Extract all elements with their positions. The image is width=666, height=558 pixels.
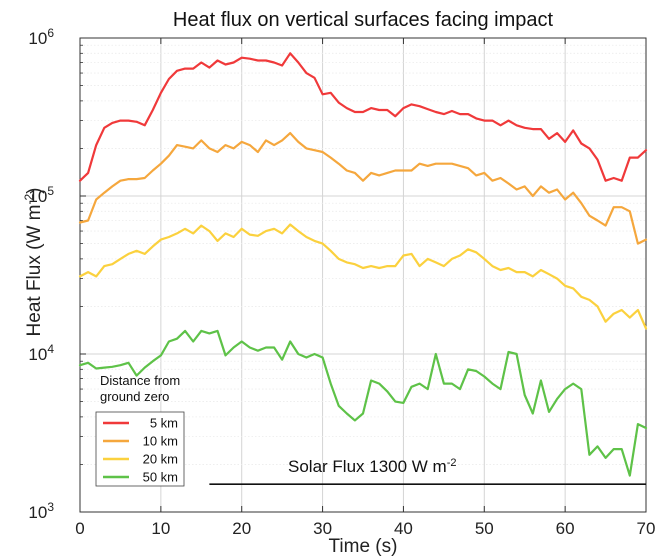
- y-axis-label: Heat Flux (W m-2): [22, 188, 45, 337]
- x-tick-label: 50: [475, 519, 494, 538]
- x-tick-label: 10: [151, 519, 170, 538]
- x-axis-label: Time (s): [329, 536, 398, 557]
- legend: 5 km 10 km 20 km 50 km: [95, 411, 185, 487]
- legend-title-line1: Distance from: [100, 373, 180, 388]
- grid: [80, 38, 646, 512]
- legend-title-line2: ground zero: [100, 389, 169, 404]
- solar-flux-sup: -2: [447, 457, 457, 469]
- x-tick-label: 30: [313, 519, 332, 538]
- y-axis-label-main: Heat Flux (W m: [24, 205, 45, 337]
- y-tick-label: 105: [28, 184, 54, 206]
- plot-frame: [79, 37, 647, 513]
- series-line-5-km: [78, 52, 648, 182]
- solar-flux-text: Solar Flux 1300 W m: [288, 457, 447, 476]
- chart-title: Heat flux on vertical surfaces facing im…: [173, 9, 554, 31]
- series-line-20-km: [78, 223, 648, 330]
- solar-flux-annotation: Solar Flux 1300 W m-2: [288, 457, 457, 476]
- x-tick-label: 0: [75, 519, 84, 538]
- y-axis-label-sup: -2: [22, 194, 36, 205]
- series-line-10-km: [78, 132, 648, 245]
- x-tick-label: 40: [394, 519, 413, 538]
- series-group: [78, 52, 648, 477]
- x-tick-label: 20: [232, 519, 251, 538]
- legend-label: 20 km: [143, 452, 178, 467]
- x-tick-label: 60: [556, 519, 575, 538]
- legend-label: 5 km: [150, 416, 178, 431]
- y-tick-label: 106: [28, 26, 54, 48]
- y-tick-label: 103: [28, 500, 54, 522]
- legend-label: 50 km: [143, 470, 178, 485]
- legend-frame: [95, 411, 185, 487]
- x-tick-label: 70: [637, 519, 656, 538]
- y-tick-label: 104: [28, 342, 54, 364]
- series-line-50-km: [78, 329, 648, 477]
- y-axis-label-end: ): [24, 188, 45, 194]
- axis-ticks: 0 10 20 30 40 50 60 70 103 104 105 106: [28, 26, 655, 538]
- legend-label: 10 km: [143, 434, 178, 449]
